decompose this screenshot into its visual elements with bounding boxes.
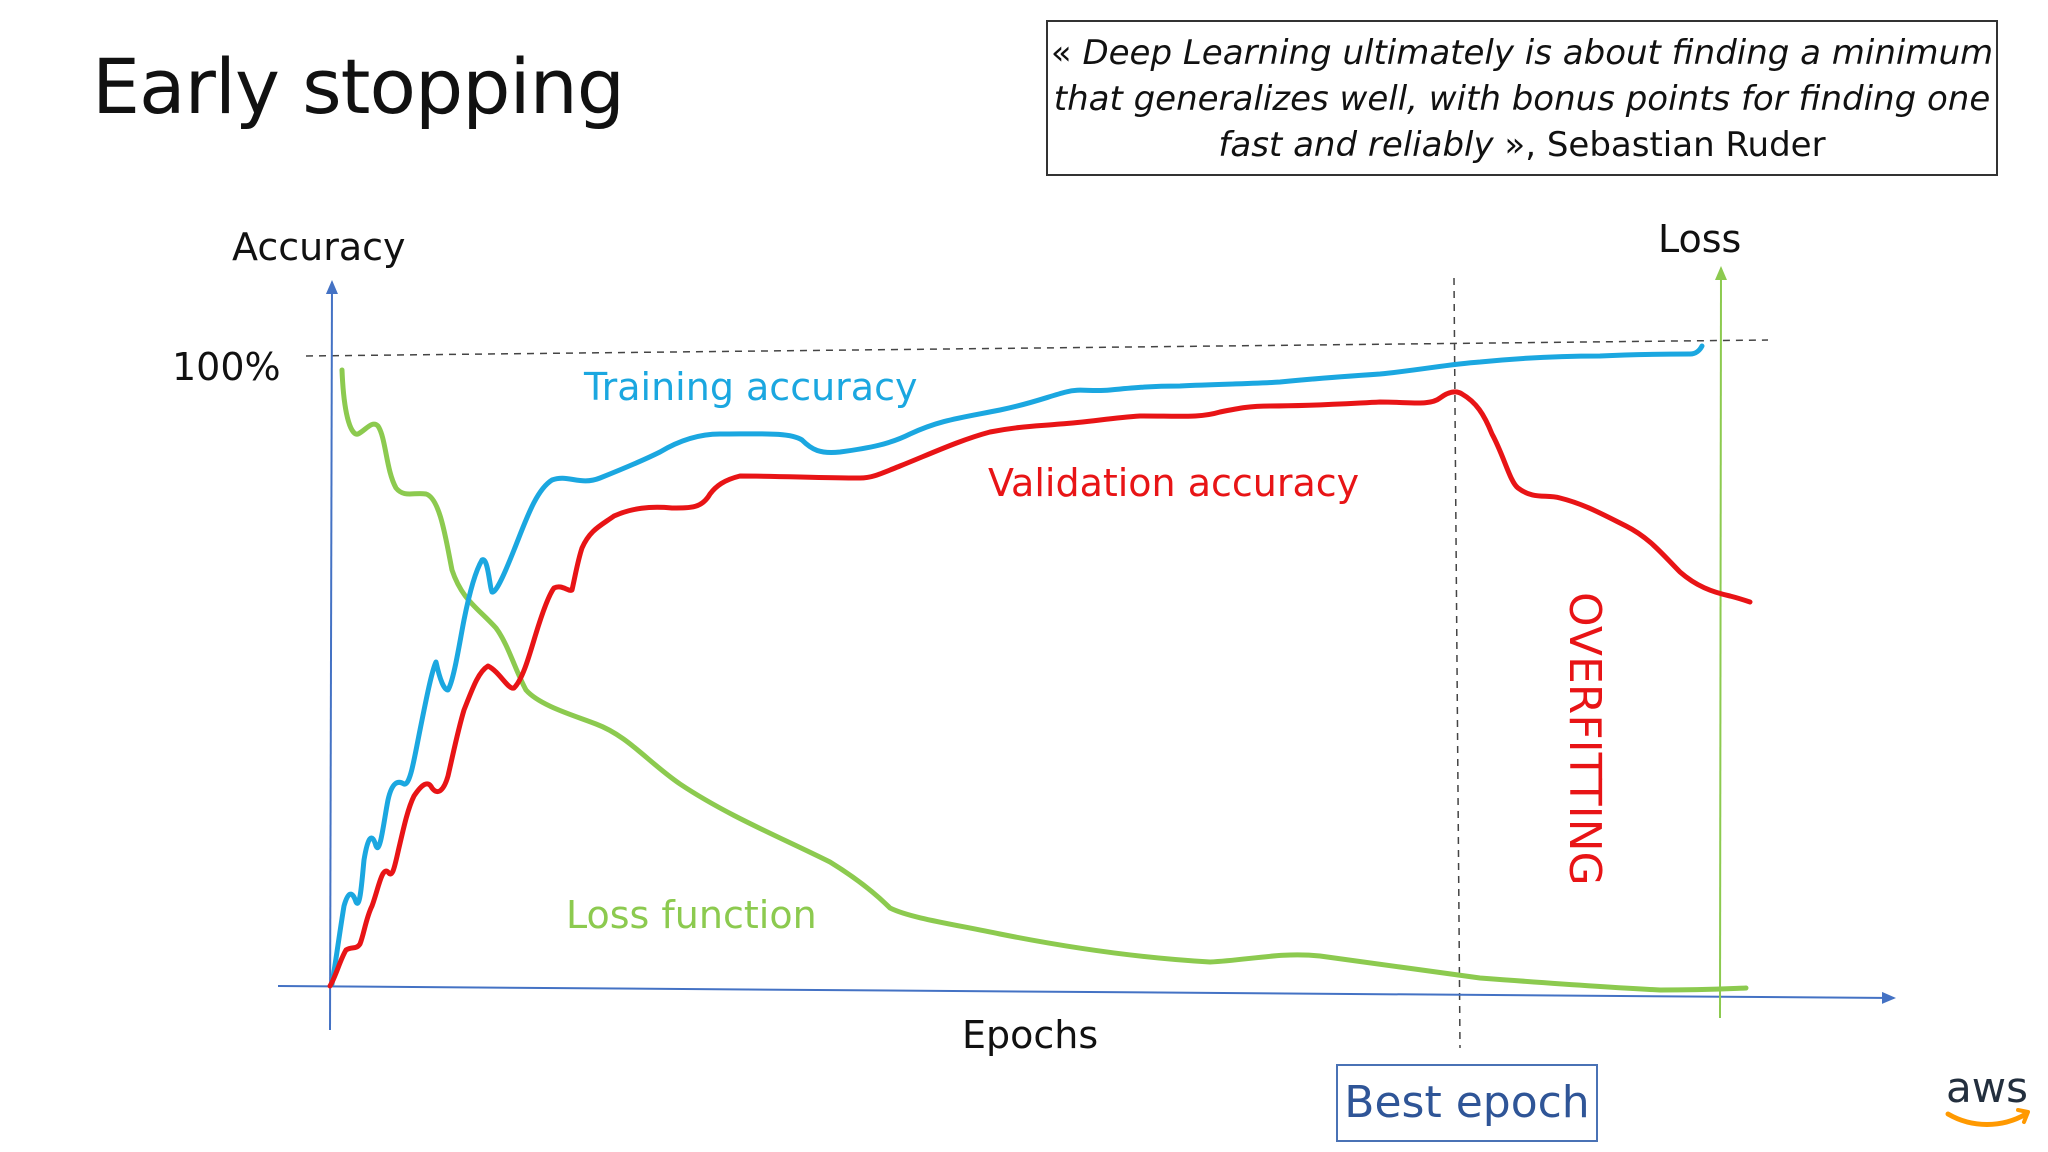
aws-logo-text: aws bbox=[1946, 1063, 2028, 1112]
best-epoch-box: Best epoch bbox=[1336, 1064, 1598, 1142]
accuracy-axis bbox=[325, 280, 338, 1031]
aws-arrow-icon bbox=[2016, 1108, 2030, 1124]
quote-line-1: Deep Learning ultimately is about findin… bbox=[1082, 33, 1994, 73]
training-accuracy-curve bbox=[329, 343, 1705, 987]
slide-title: Early stopping bbox=[92, 42, 625, 131]
aws-logo: aws bbox=[1945, 1063, 2030, 1127]
hundred-percent-tick-label: 100% bbox=[172, 345, 281, 389]
best-epoch-dashed-line bbox=[1453, 277, 1461, 1049]
quote-line-3: fast and reliably bbox=[1218, 125, 1494, 165]
quote-box: « Deep Learning ultimately is about find… bbox=[1046, 20, 1998, 176]
training-accuracy-label: Training accuracy bbox=[583, 365, 917, 409]
quote-attribution: », Sebastian Ruder bbox=[1493, 125, 1826, 165]
epochs-axis-label: Epochs bbox=[962, 1013, 1098, 1057]
validation-accuracy-curve bbox=[327, 389, 1753, 989]
aws-smile-icon bbox=[1945, 1111, 2029, 1127]
quote-open: « bbox=[1050, 33, 1083, 73]
loss-axis bbox=[1714, 266, 1727, 1019]
best-epoch-label: Best epoch bbox=[1344, 1077, 1590, 1128]
loss-axis-label: Loss bbox=[1658, 217, 1741, 261]
loss-function-curve bbox=[339, 367, 1749, 993]
hundred-percent-dashed-line bbox=[305, 339, 1769, 357]
overfitting-label: OVERFITTING bbox=[1559, 592, 1610, 886]
validation-accuracy-label: Validation accuracy bbox=[988, 461, 1359, 505]
accuracy-axis-label: Accuracy bbox=[232, 225, 406, 269]
loss-function-label: Loss function bbox=[566, 893, 817, 937]
epochs-axis bbox=[277, 985, 1896, 1004]
quote-line-2: that generalizes well, with bonus points… bbox=[1053, 79, 1991, 119]
